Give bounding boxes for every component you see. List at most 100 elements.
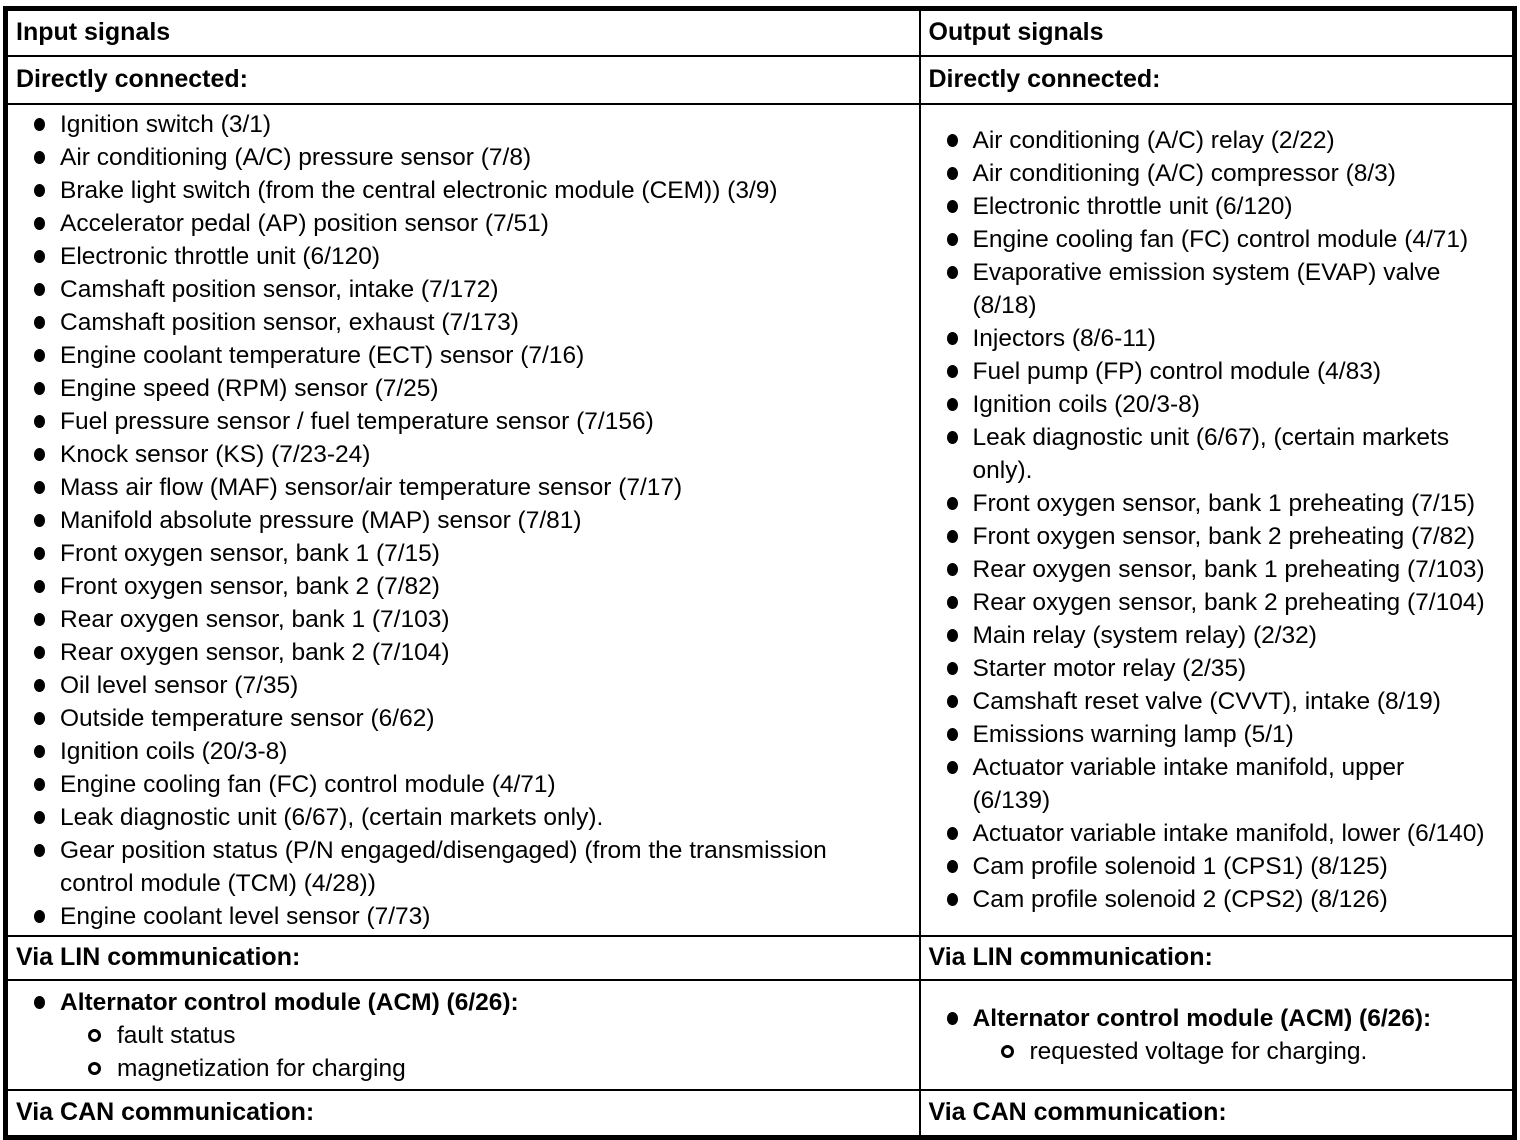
list-item: Electronic throttle unit (6/120) [8, 240, 918, 273]
list-item-label: Fuel pump (FP) control module (4/83) [972, 358, 1382, 385]
list-item-label: Evaporative emission system (EVAP) valve… [972, 259, 1441, 319]
list-item-label: Engine cooling fan (FC) control module (… [972, 226, 1469, 253]
list-item: Cam profile solenoid 1 (CPS1) (8/125) [922, 850, 1513, 883]
list-item-label: Ignition coils (20/3-8) [60, 737, 288, 765]
bullet-icon [34, 909, 45, 923]
section-title-via-lin-input: Via LIN communication: [4, 935, 921, 981]
list-item: Rear oxygen sensor, bank 2 preheating (7… [922, 586, 1513, 619]
bullet-icon [946, 266, 958, 279]
list-item-label: Rear oxygen sensor, bank 2 (7/104) [60, 638, 450, 666]
input-directly-connected-cell: Ignition switch (3/1) Air conditioning (A… [4, 103, 921, 937]
output-via-lin-list: Alternator control module (ACM) (6/26): r… [922, 1002, 1513, 1068]
input-via-lin-list: Alternator control module (ACM) (6/26): f… [8, 986, 918, 1085]
sub-list-item-label: magnetization for charging [117, 1054, 406, 1082]
bullet-icon [34, 513, 45, 527]
output-via-lin-cell: Alternator control module (ACM) (6/26): r… [918, 979, 1516, 1091]
list-item-label: Cam profile solenoid 2 (CPS2) (8/126) [972, 886, 1388, 913]
list-item-label: Alternator control module (ACM) (6/26): [60, 988, 519, 1016]
circle-bullet-icon [88, 1061, 101, 1075]
list-item-label: Engine cooling fan (FC) control module (… [60, 770, 556, 798]
list-item: Brake light switch (from the central ele… [8, 174, 918, 207]
bullet-icon [946, 233, 958, 246]
bullet-icon [34, 414, 45, 428]
list-item: Engine cooling fan (FC) control module (… [922, 223, 1513, 256]
list-item-label: Alternator control module (ACM) (6/26): [972, 1005, 1432, 1032]
sub-list-item: fault status [60, 1019, 918, 1052]
bullet-icon [34, 711, 45, 725]
sub-list: fault status magnetization for charging [60, 1019, 918, 1085]
list-item-label: Air conditioning (A/C) relay (2/22) [972, 127, 1335, 154]
list-item: Engine cooling fan (FC) control module (… [8, 768, 918, 801]
bullet-icon [946, 365, 958, 378]
list-item-label: Electronic throttle unit (6/120) [972, 193, 1293, 220]
list-item-label: Knock sensor (KS) (7/23-24) [60, 440, 371, 468]
list-item: Leak diagnostic unit (6/67), (certain ma… [8, 801, 918, 834]
list-item: Rear oxygen sensor, bank 1 preheating (7… [922, 553, 1513, 586]
bullet-icon [946, 563, 958, 576]
section-title-via-can-output: Via CAN communication: [918, 1089, 1516, 1139]
bullet-icon [34, 579, 45, 593]
bullet-icon [34, 480, 45, 494]
list-item: Mass air flow (MAF) sensor/air temperatu… [8, 471, 918, 504]
bullet-icon [946, 167, 958, 180]
bullet-icon [34, 183, 45, 197]
list-item: Engine coolant level sensor (7/73) [8, 900, 918, 933]
sub-list-item-label: requested voltage for charging. [1029, 1038, 1368, 1065]
bullet-icon [946, 200, 958, 213]
list-item: Main relay (system relay) (2/32) [922, 619, 1513, 652]
bullet-icon [946, 431, 958, 444]
list-item: Ignition coils (20/3-8) [922, 388, 1513, 421]
bullet-icon [34, 645, 45, 659]
output-directly-connected-list: Air conditioning (A/C) relay (2/22) Air c… [922, 124, 1513, 916]
bullet-icon [34, 150, 45, 164]
list-item-label: Ignition switch (3/1) [60, 110, 272, 138]
bullet-icon [34, 744, 45, 758]
list-item-label: Manifold absolute pressure (MAP) sensor … [60, 506, 582, 534]
bullet-icon [34, 348, 45, 362]
list-item: Camshaft reset valve (CVVT), intake (8/1… [922, 685, 1513, 718]
list-item-label: Front oxygen sensor, bank 1 preheating (… [972, 490, 1476, 517]
list-item-label: Injectors (8/6-11) [972, 325, 1156, 352]
bullet-icon [34, 381, 45, 395]
list-item-label: Camshaft position sensor, intake (7/172) [60, 275, 499, 303]
bullet-icon [34, 315, 45, 329]
list-item: Rear oxygen sensor, bank 1 (7/103) [8, 603, 918, 636]
list-item-label: Front oxygen sensor, bank 1 (7/15) [60, 539, 440, 567]
list-item-label: Accelerator pedal (AP) position sensor (… [60, 209, 549, 237]
list-item-label: Front oxygen sensor, bank 2 (7/82) [60, 572, 440, 600]
list-item: Electronic throttle unit (6/120) [922, 190, 1513, 223]
output-directly-connected-cell: Air conditioning (A/C) relay (2/22) Air c… [918, 103, 1516, 937]
bullet-icon [946, 893, 958, 906]
sub-list-item: requested voltage for charging. [973, 1035, 1513, 1068]
list-item: Emissions warning lamp (5/1) [922, 718, 1513, 751]
bullet-icon [946, 332, 958, 345]
list-item-label: Electronic throttle unit (6/120) [60, 242, 381, 270]
via-lin-lists-row: Alternator control module (ACM) (6/26): f… [4, 979, 1516, 1091]
list-item-label: Actuator variable intake manifold, upper… [972, 754, 1405, 814]
bullet-icon [34, 216, 45, 230]
list-item: Injectors (8/6-11) [922, 322, 1513, 355]
list-item-label: Brake light switch (from the central ele… [60, 176, 778, 204]
list-item-label: Camshaft position sensor, exhaust (7/173… [60, 308, 519, 336]
list-item: Evaporative emission system (EVAP) valve… [922, 256, 1513, 322]
bullet-icon [34, 249, 45, 263]
input-signals-header: Input signals [4, 7, 921, 57]
bullet-icon [946, 398, 958, 411]
list-item-label: Fuel pressure sensor / fuel temperature … [60, 407, 654, 435]
list-item-label: Rear oxygen sensor, bank 1 (7/103) [60, 605, 450, 633]
list-item-label: Outside temperature sensor (6/62) [60, 704, 435, 732]
list-item: Fuel pressure sensor / fuel temperature … [8, 405, 918, 438]
bullet-icon [34, 678, 45, 692]
bullet-icon [946, 728, 958, 741]
list-item: Air conditioning (A/C) relay (2/22) [922, 124, 1513, 157]
bullet-icon [34, 810, 45, 824]
list-item: Camshaft position sensor, exhaust (7/173… [8, 306, 918, 339]
list-item-label: Rear oxygen sensor, bank 1 preheating (7… [972, 556, 1485, 583]
bullet-icon [946, 497, 958, 510]
list-item-label: Ignition coils (20/3-8) [972, 391, 1200, 418]
list-item: Alternator control module (ACM) (6/26): f… [8, 986, 918, 1085]
bullet-icon [34, 117, 45, 131]
section-title-directly-connected-output: Directly connected: [918, 55, 1516, 105]
list-item: Alternator control module (ACM) (6/26): r… [922, 1002, 1513, 1068]
list-item-label: Front oxygen sensor, bank 2 preheating (… [972, 523, 1476, 550]
